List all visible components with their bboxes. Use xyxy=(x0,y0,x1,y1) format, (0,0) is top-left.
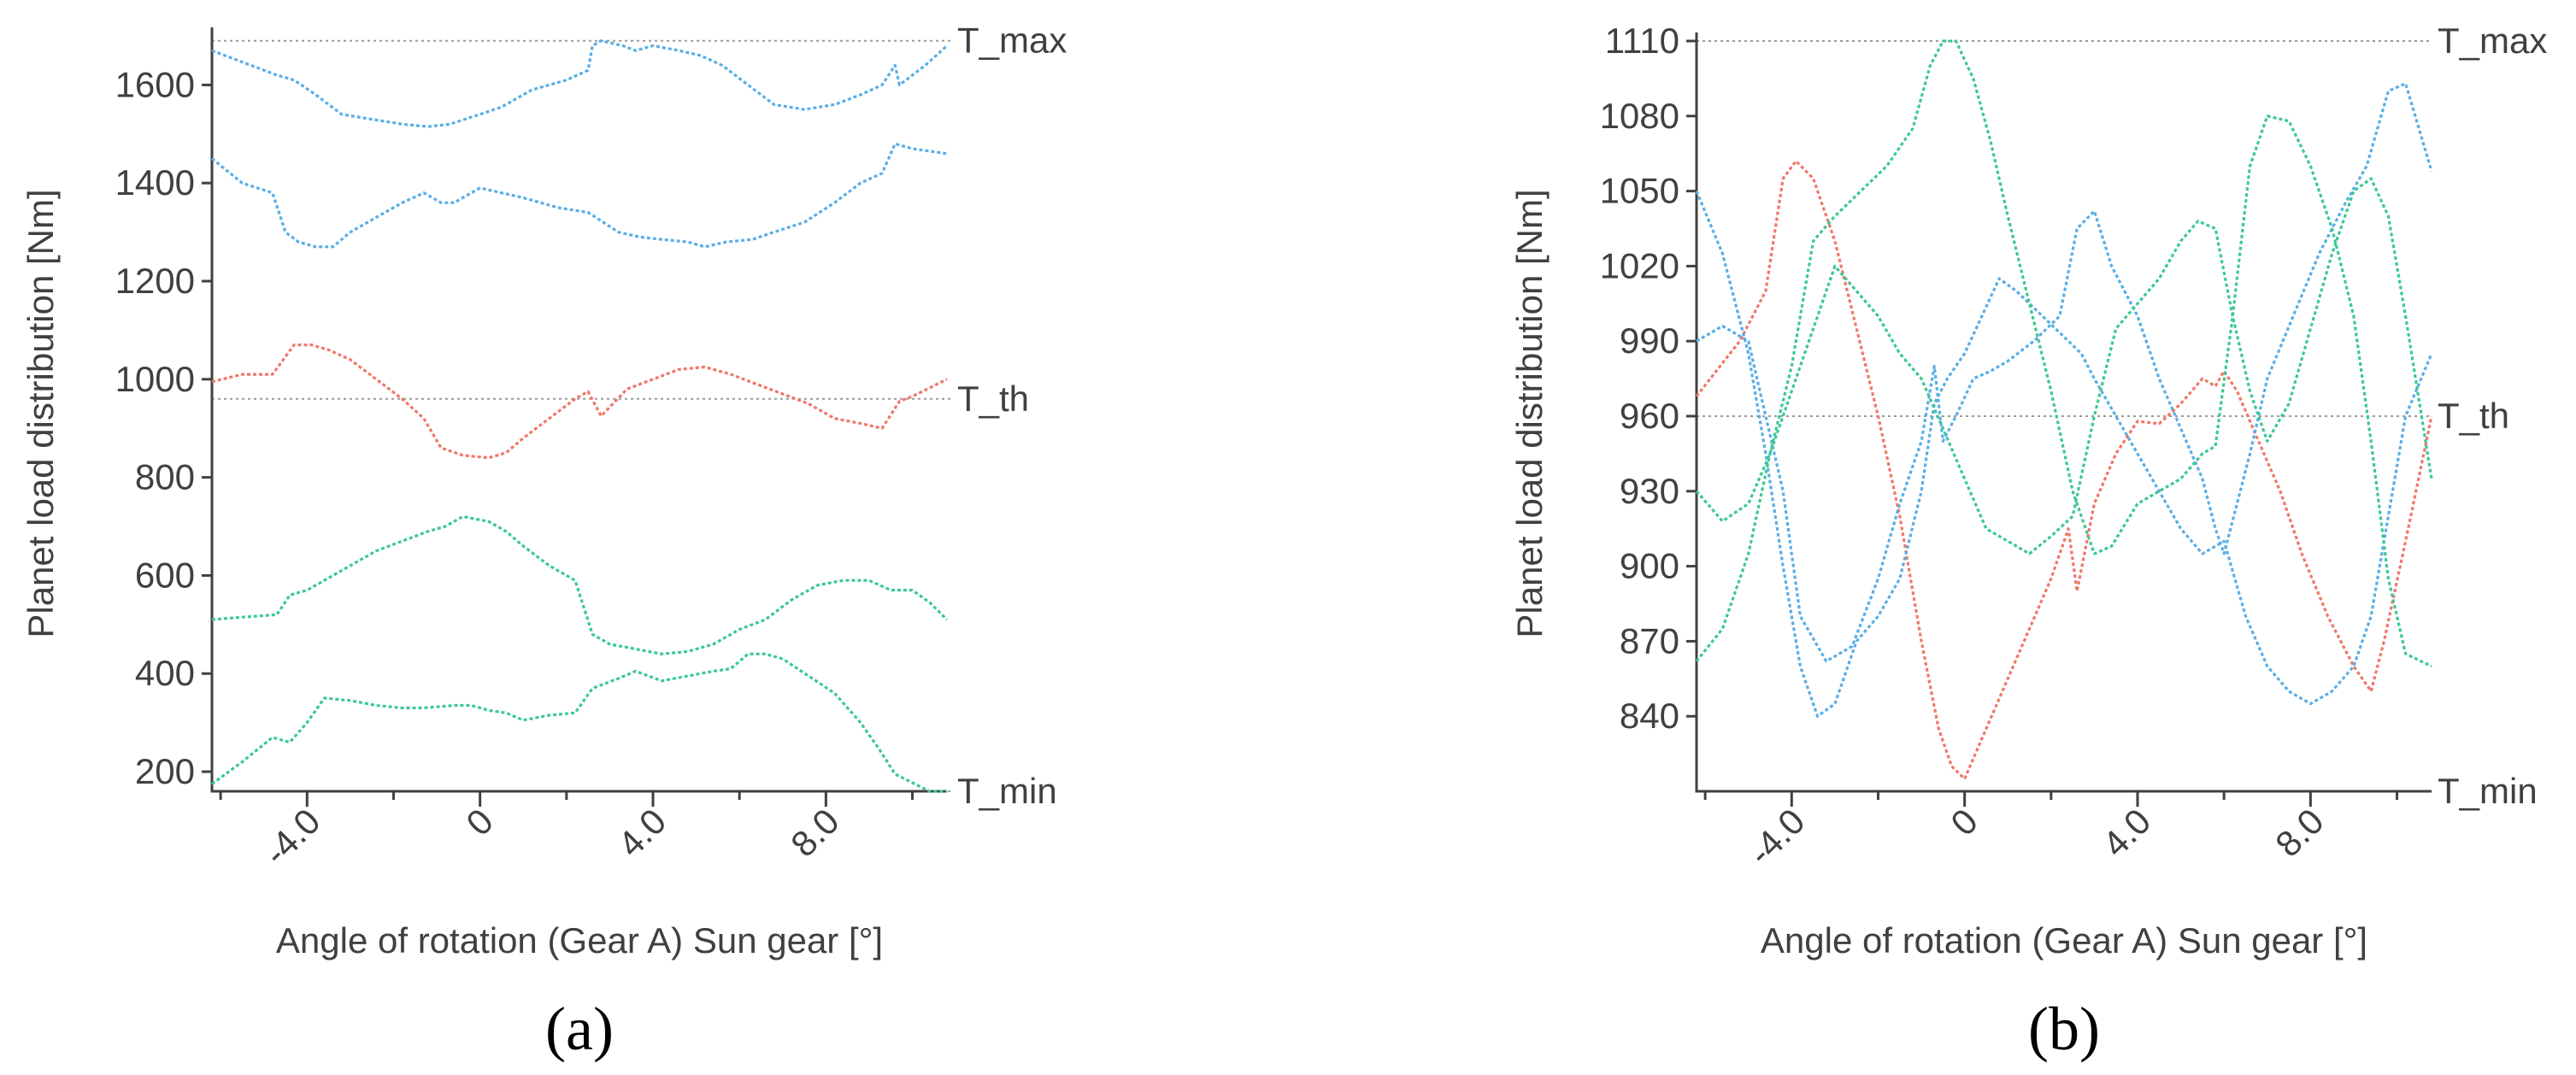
panel-label: (b) xyxy=(2028,995,2100,1063)
y-tick-label: 1020 xyxy=(1600,245,1679,285)
x-tick-label: 8.0 xyxy=(783,801,847,865)
y-tick-label: 1000 xyxy=(115,359,195,399)
y-tick-label: 800 xyxy=(135,457,195,497)
axes-frame xyxy=(210,27,947,793)
y-tick-label: 600 xyxy=(135,555,195,595)
x-axis-title: Angle of rotation (Gear A) Sun gear [°] xyxy=(1761,920,2367,960)
x-tick-label: 4.0 xyxy=(2095,801,2159,865)
reference-label-t-min: T_min xyxy=(957,771,1057,811)
y-tick-label: 840 xyxy=(1620,696,1679,736)
series-line-1 xyxy=(211,39,949,128)
series-line-1 xyxy=(1695,159,2433,780)
reference-label-t-max: T_max xyxy=(957,21,1067,61)
y-tick-label: 930 xyxy=(1620,471,1679,511)
series-line-2 xyxy=(210,142,948,249)
series-line-3 xyxy=(1696,82,2433,663)
y-tick-label: 1600 xyxy=(115,64,195,104)
y-tick-label: 1080 xyxy=(1600,96,1679,136)
series-line-3 xyxy=(211,344,948,460)
y-axis-title: Planet load distribution [Nm] xyxy=(1509,189,1550,637)
reference-label-t-max: T_max xyxy=(2438,21,2547,61)
x-axis-title: Angle of rotation (Gear A) Sun gear [°] xyxy=(276,920,883,960)
panel-label: (a) xyxy=(545,995,614,1063)
series-line-5 xyxy=(1695,177,2433,662)
y-tick-label: 900 xyxy=(1620,546,1679,586)
x-tick-label: 4.0 xyxy=(610,801,674,865)
series-line-4 xyxy=(1695,39,2432,668)
chart-panel-a: T_max T_th T_min 200 400 600 800 1000 1200 1400 16… xyxy=(21,21,1067,1063)
reference-label-t-min: T_min xyxy=(2438,771,2538,811)
axes-frame xyxy=(1695,32,2432,793)
y-tick-label: 1200 xyxy=(115,261,195,301)
y-tick-label: 990 xyxy=(1620,320,1679,361)
x-tick-label: 8.0 xyxy=(2267,801,2332,865)
y-tick-label: 200 xyxy=(135,751,195,791)
y-tick-label: 1110 xyxy=(1605,21,1679,61)
y-tick-label: 960 xyxy=(1620,396,1679,436)
reference-label-t-th: T_th xyxy=(957,379,1029,419)
y-tick-label: 400 xyxy=(135,653,195,693)
x-tick-label: -4.0 xyxy=(1740,801,1812,872)
y-tick-label: 1050 xyxy=(1600,171,1679,211)
y-tick-label: 870 xyxy=(1620,620,1679,661)
x-tick-label: 0 xyxy=(458,801,501,843)
reference-label-t-th: T_th xyxy=(2438,396,2509,436)
series-line-2 xyxy=(1695,190,2433,718)
series-line-5 xyxy=(211,652,947,793)
y-tick-label: 1400 xyxy=(115,162,195,203)
x-tick-label: 0 xyxy=(1943,801,1985,843)
y-axis-title: Planet load distribution [Nm] xyxy=(21,189,61,637)
x-tick-label: -4.0 xyxy=(256,801,327,872)
series-line-4 xyxy=(211,514,949,655)
chart-panel-b: T_max T_th T_min 840 870 900 930 960 990 1020 1050… xyxy=(1509,21,2547,1063)
